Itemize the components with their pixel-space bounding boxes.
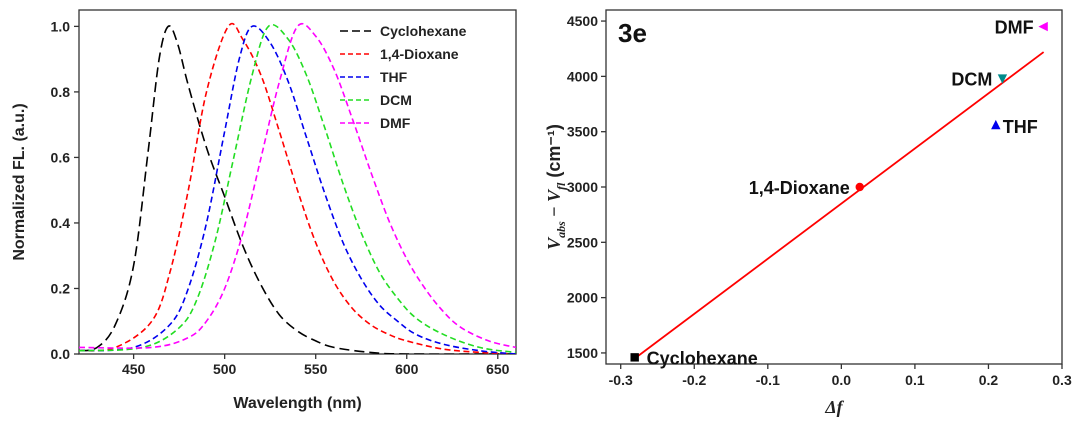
y-axis-title: Normalized FL. (a.u.) <box>11 103 28 260</box>
y-tick-label: 2500 <box>567 234 598 250</box>
y-tick-label: 0.8 <box>51 84 71 100</box>
x-tick-label: 650 <box>486 361 510 377</box>
y-tick-label: 1.0 <box>51 18 71 34</box>
y-tick-label: 0.0 <box>51 346 71 362</box>
series-line-dcm <box>79 23 516 354</box>
legend-label: THF <box>380 69 408 85</box>
x-tick-label: 450 <box>122 361 146 377</box>
data-point <box>630 353 639 362</box>
y-tick-label: 1500 <box>567 345 598 361</box>
svg-text:Vabs − Vfl (cm⁻¹): Vabs − Vfl (cm⁻¹) <box>544 124 568 250</box>
y-tick-label: 0.4 <box>51 215 71 231</box>
y-tick-label: 3000 <box>567 179 598 195</box>
data-point <box>1038 21 1048 32</box>
x-tick-label: -0.2 <box>682 372 706 388</box>
legend-label: DCM <box>380 92 412 108</box>
spectra-plot: 450 500 550 600 650 0.0 0.2 0.4 0.6 0.8 1.0 Wavelen… <box>11 9 517 412</box>
x-tick-label: 550 <box>304 361 328 377</box>
series-line-1-4-dioxane <box>79 22 516 354</box>
lippert-mataga-plot: -0.3 -0.2 -0.1 0.0 0.1 0.2 0.3 1500 2000 2500 3000… <box>544 9 1072 417</box>
x-tick-label: -0.1 <box>756 372 780 388</box>
x-tick-label: 0.1 <box>905 372 925 388</box>
point-label: THF <box>1003 117 1038 137</box>
legend-label: Cyclohexane <box>380 23 467 39</box>
series-line-dmf <box>79 22 516 349</box>
y-tick-label: 4500 <box>567 13 598 29</box>
linear-fit-line <box>634 51 1045 360</box>
data-point <box>997 74 1008 84</box>
point-label: 1,4-Dioxane <box>749 178 850 198</box>
x-tick-label: 0.0 <box>832 372 852 388</box>
legend: Cyclohexane 1,4-Dioxane THF DCM DMF <box>340 23 467 131</box>
x-axis-title: Wavelength (nm) <box>233 395 361 412</box>
spectra-series-group <box>79 22 516 354</box>
panel-label: 3e <box>618 18 647 48</box>
point-label: Cyclohexane <box>647 348 758 368</box>
y-tick-label: 0.6 <box>51 149 71 165</box>
data-point <box>991 119 1001 130</box>
x-tick-label: 0.2 <box>979 372 999 388</box>
series-line-cyclohexane <box>79 25 516 354</box>
point-label: DCM <box>951 70 992 90</box>
y-tick-label: 4000 <box>567 68 598 84</box>
x-tick-label: 500 <box>213 361 237 377</box>
x-tick-label: 600 <box>395 361 419 377</box>
x-tick-label: 0.3 <box>1052 372 1072 388</box>
legend-label: 1,4-Dioxane <box>380 46 459 62</box>
y-tick-label: 0.2 <box>51 280 71 296</box>
legend-label: DMF <box>380 115 411 131</box>
y-tick-label: 3500 <box>567 124 598 140</box>
y-tick-label: 2000 <box>567 290 598 306</box>
x-tick-label: -0.3 <box>609 372 633 388</box>
spectra-plot-frame <box>78 9 517 355</box>
y-axis-title: Vabs − Vfl (cm⁻¹) <box>544 124 568 250</box>
point-label: DMF <box>995 18 1034 38</box>
series-line-thf <box>79 25 516 354</box>
x-axis-title: Δf <box>824 397 844 417</box>
data-point <box>855 182 864 192</box>
